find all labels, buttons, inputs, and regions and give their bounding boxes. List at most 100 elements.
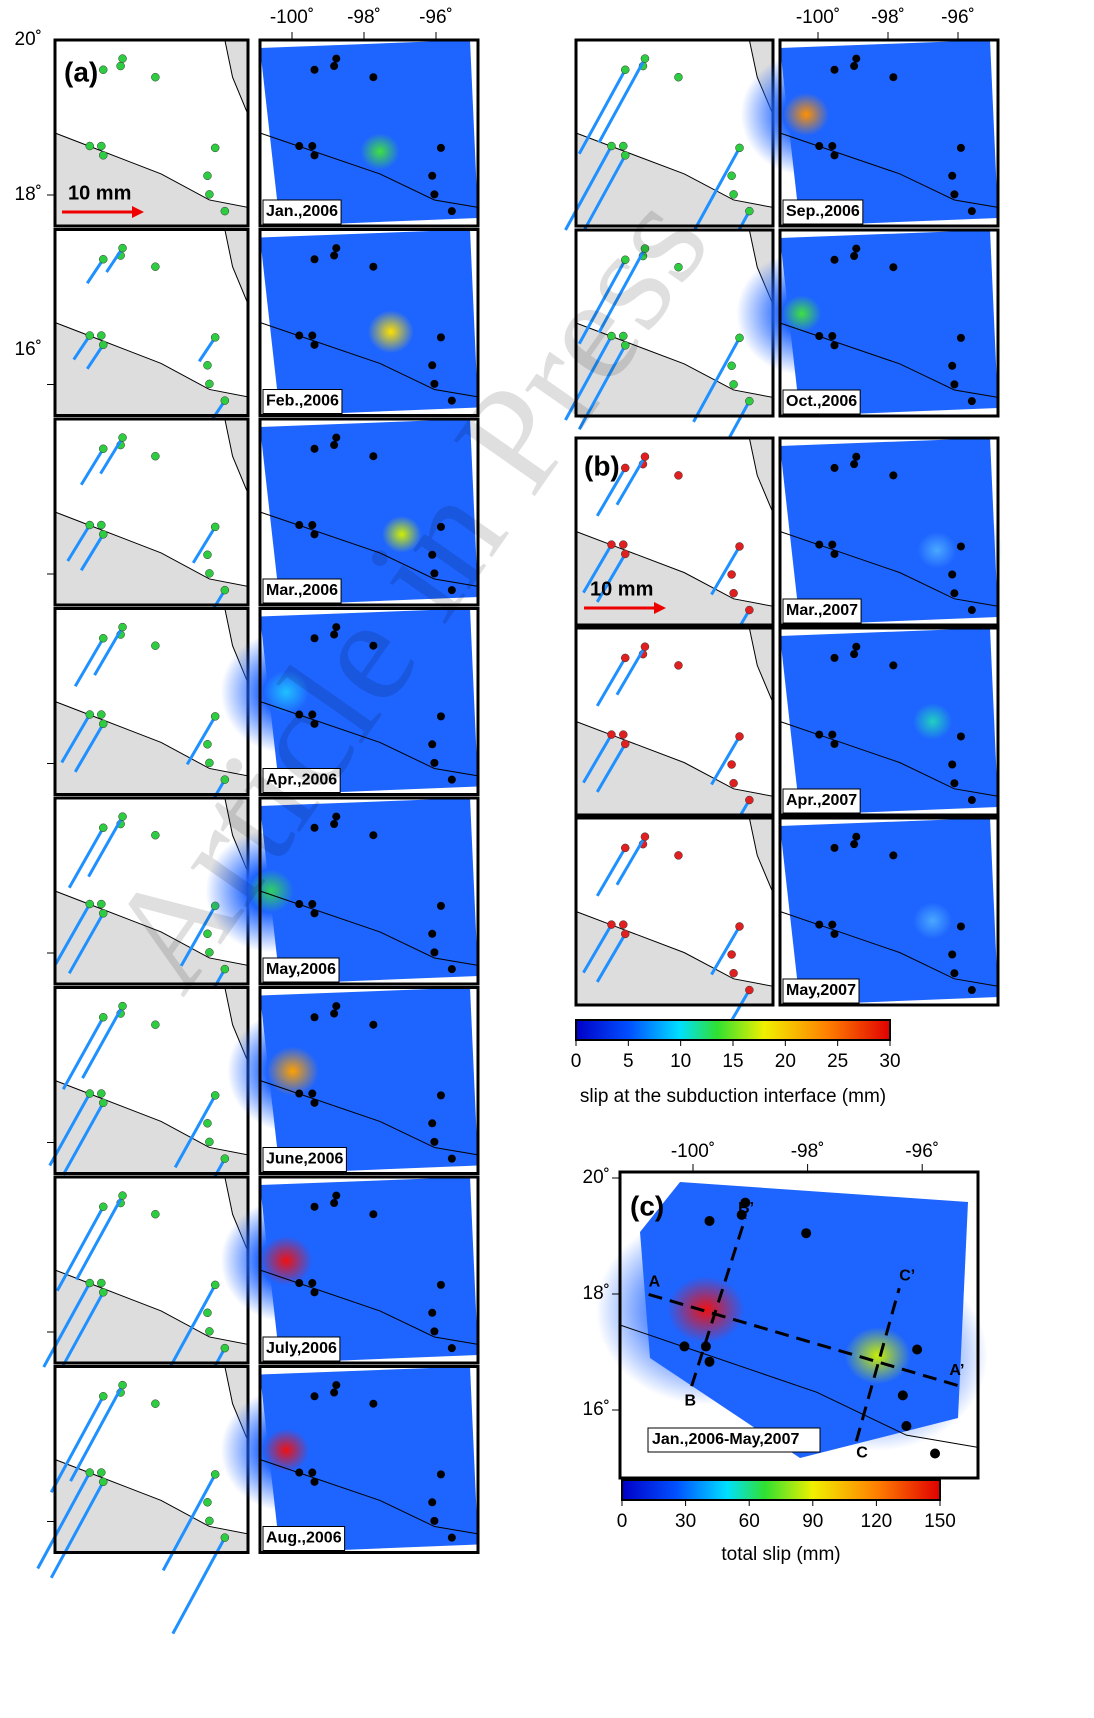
gps-station [295,142,303,150]
gps-station [728,761,736,769]
gps-station [369,73,377,81]
gps-station [221,1344,229,1352]
gps-station [430,190,438,198]
gps-station [679,1341,689,1351]
gps-station [607,142,615,150]
scale-label: 10 mm [68,182,131,204]
gps-station [330,62,338,70]
gps-station [948,951,956,959]
gps-station [119,813,127,821]
gps-station [641,453,649,461]
gps-station [119,1192,127,1200]
gps-station [97,1469,105,1477]
gps-station [828,541,836,549]
lon-tick-label: -98˚ [791,1141,825,1162]
lat-tick-label: 16˚ [583,1399,610,1420]
gps-station [430,1327,438,1335]
lon-tick-label: -98˚ [347,7,381,28]
gps-station [428,1119,436,1127]
gps-station [621,151,629,159]
date-label: Aug.,2006 [266,1530,342,1547]
gps-station [203,1498,211,1506]
colorbar-tick-label: 10 [670,1051,691,1072]
gps-station [950,589,958,597]
gps-station [831,740,839,748]
gps-station [621,930,629,938]
colorbar-tick-label: 150 [924,1511,956,1532]
lon-tick-label: -100˚ [796,7,840,28]
gps-station [852,453,860,461]
date-label: June,2006 [266,1151,343,1168]
gps-station [99,1099,107,1107]
gps-station [99,151,107,159]
gps-station [295,521,303,529]
lon-tick-label: -96˚ [905,1141,939,1162]
gps-station [948,362,956,370]
gps-station [831,341,839,349]
colorbar-tick-label: 5 [623,1051,634,1072]
gps-station [221,1534,229,1542]
gps-station [850,650,858,658]
gps-station [674,661,682,669]
scale-label: 10 mm [590,578,653,600]
gps-station [332,1381,340,1389]
gps-station [437,333,445,341]
gps-station [332,434,340,442]
profile-label: C’ [899,1267,915,1284]
gps-station [730,779,738,787]
gps-station [831,844,839,852]
slip-patch [221,1389,352,1512]
gps-station [430,948,438,956]
gps-station [97,332,105,340]
gps-station [205,1517,213,1525]
gps-station [330,1010,338,1018]
gps-station [621,464,629,472]
gps-station [119,1002,127,1010]
lat-tick-label: 16˚ [15,339,42,360]
lon-tick-label: -100˚ [671,1141,715,1162]
gps-station [737,1210,747,1220]
gps-station [311,341,319,349]
gps-station [221,1155,229,1163]
gps-station [211,523,219,531]
gps-station [308,521,316,529]
gps-station [311,530,319,538]
gps-station [621,844,629,852]
gps-station [901,1421,911,1431]
slip-patch [325,270,456,393]
gps-station [311,255,319,263]
colorbar-tick-label: 60 [739,1511,760,1532]
gps-station [330,1199,338,1207]
gps-station [815,541,823,549]
colorbar [576,1020,890,1040]
gps-station [428,740,436,748]
gps-station [86,332,94,340]
gps-station [621,740,629,748]
gps-station [211,1281,219,1289]
gps-station [736,732,744,740]
colorbar-tick-label: 25 [827,1051,848,1072]
gps-station [311,66,319,74]
gps-station [205,1138,213,1146]
gps-station [311,1013,319,1021]
gps-station [728,362,736,370]
gps-station [619,731,627,739]
gps-station [221,207,229,215]
gps-station [950,190,958,198]
lat-tick-label: 20˚ [15,29,42,50]
gps-station [430,759,438,767]
date-label: Feb.,2006 [266,393,339,410]
gps-station [437,902,445,910]
gps-station [119,1381,127,1389]
gps-station [295,900,303,908]
gps-station [815,332,823,340]
gps-station [448,207,456,215]
gps-station [311,1203,319,1211]
gps-station [86,1469,94,1477]
gps-station [97,521,105,529]
panel-label: (a) [64,56,98,87]
slip-patch [872,488,1003,611]
colorbar-tick-label: 120 [861,1511,893,1532]
gps-station [621,550,629,558]
lon-tick-label: -98˚ [871,7,905,28]
